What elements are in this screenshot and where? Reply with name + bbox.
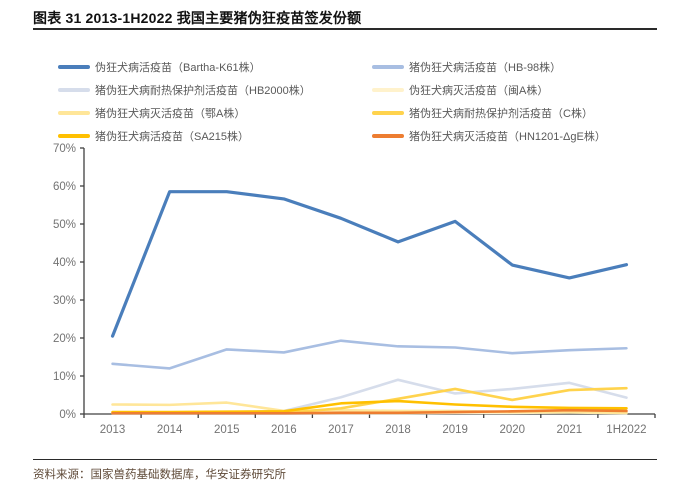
legend-item: 猪伪狂犬病活疫苗（HB-98株） [372,59,606,75]
y-axis-tick-label: 20% [53,333,76,345]
legend-line-swatch [58,64,90,69]
y-axis-tick-label: 30% [53,295,76,307]
x-axis-tick-label: 1H2022 [606,424,646,436]
legend-item: 伪狂犬病灭活疫苗（闽A株） [372,82,606,98]
legend-label: 猪伪狂犬病灭活疫苗（HN1201-ΔgE株） [409,130,606,143]
title-divider [33,28,657,30]
legend-label: 伪狂犬病活疫苗（Bartha-K61株） [95,61,261,74]
line-chart: 0% 10% 20% 30% 40% 50% 60% 70% 2013 2014 2015 2016 2… [53,143,656,436]
legend-line-swatch [58,87,90,92]
y-axis-tick-label: 0% [59,409,76,421]
x-axis-tick-label: 2016 [271,424,297,436]
legend-item: 猪伪狂犬病灭活疫苗（鄂A株） [58,105,372,121]
series-line-4 [111,401,628,415]
legend-line-swatch [372,87,404,92]
x-axis-tick-label: 2020 [499,424,525,436]
legend-label: 猪伪狂犬病耐热保护剂活疫苗（C株） [409,107,593,120]
y-axis-tick-label: 60% [53,181,76,193]
legend-label: 猪伪狂犬病耐热保护剂活疫苗（HB2000株） [95,84,311,97]
y-axis-tick-label: 50% [53,219,76,231]
chart-area: 0% 10% 20% 30% 40% 50% 60% 70% 2013 2014 2015 2016 2… [30,140,687,457]
legend-line-swatch [372,133,404,138]
legend-line-swatch [372,110,404,115]
legend-line-swatch [58,133,90,138]
legend-item: 猪伪狂犬病灭活疫苗（HN1201-ΔgE株） [372,128,606,144]
legend-item: 猪伪狂犬病耐热保护剂活疫苗（HB2000株） [58,82,372,98]
x-axis-tick-label: 2019 [442,424,468,436]
legend-label: 猪伪狂犬病活疫苗（HB-98株） [409,61,562,74]
y-axis-tick-label: 40% [53,257,76,269]
series-line-6 [111,399,628,414]
legend-item: 猪伪狂犬病活疫苗（SA215株） [58,128,372,144]
source-divider [33,459,657,460]
x-axis-tick-label: 2017 [328,424,354,436]
legend-label: 猪伪狂犬病灭活疫苗（鄂A株） [95,107,246,120]
x-axis-tick-label: 2014 [157,424,183,436]
y-axis-tick-label: 10% [53,371,76,383]
legend-item: 伪狂犬病活疫苗（Bartha-K61株） [58,59,372,75]
legend-line-swatch [372,64,404,69]
series-line-7 [111,408,628,415]
legend-item: 猪伪狂犬病耐热保护剂活疫苗（C株） [372,105,606,121]
series-line-1 [111,339,628,370]
x-axis-tick-label: 2018 [385,424,411,436]
figure-title: 图表 31 2013-1H2022 我国主要猪伪狂疫苗签发份额 [33,10,362,26]
legend-line-swatch [58,110,90,115]
x-axis-tick-label: 2013 [100,424,126,436]
source-note: 资料来源：国家兽药基础数据库，华安证券研究所 [33,469,286,481]
x-axis-tick-label: 2021 [557,424,583,436]
x-axis-tick-label: 2015 [214,424,240,436]
series-line-0 [110,190,629,338]
chart-legend: 伪狂犬病活疫苗（Bartha-K61株） 猪伪狂犬病耐热保护剂活疫苗（HB2000… [58,55,606,147]
legend-label: 猪伪狂犬病活疫苗（SA215株） [95,130,250,143]
legend-label: 伪狂犬病灭活疫苗（闽A株） [409,84,549,97]
y-axis-tick-label: 70% [53,143,76,155]
